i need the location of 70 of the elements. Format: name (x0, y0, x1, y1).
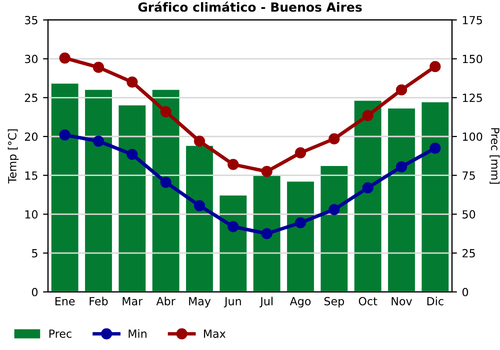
point (160, 106, 172, 118)
y2-tick-label: 175 (462, 16, 482, 24)
point (430, 61, 441, 72)
y2-tick-label: 125 (462, 94, 482, 102)
point (194, 136, 206, 147)
x-tick-label: Sep (324, 296, 344, 308)
bar (51, 84, 78, 292)
y-tick-label: 30 (24, 54, 38, 64)
point (430, 142, 441, 154)
bar (85, 90, 112, 292)
y-tick-label: 0 (32, 288, 38, 296)
bar (354, 100, 382, 292)
y-tick-label: 5 (32, 249, 38, 258)
legend-label: Prec (49, 330, 72, 338)
point (396, 84, 408, 96)
x-tick-label: Abr (156, 296, 176, 306)
bar (220, 196, 247, 292)
point (261, 228, 272, 240)
point (362, 110, 374, 122)
point (328, 204, 340, 216)
x-tick-label: Ago (290, 297, 311, 308)
point (92, 62, 104, 73)
point (160, 176, 172, 188)
x-tick-label: Dic (427, 296, 444, 306)
bar (320, 166, 348, 292)
y2-axis-title: Prec [mm] (490, 128, 500, 184)
y2-tick-label: 75 (462, 171, 475, 180)
y2-tick-label: 0 (462, 288, 468, 296)
legend-label: Max (204, 330, 226, 338)
y2-tick-label: 25 (462, 249, 475, 258)
bar (422, 102, 449, 292)
y2-tick-label: 100 (462, 132, 482, 141)
legend-label: Min (128, 329, 146, 338)
point (396, 161, 408, 172)
x-tick-label: Jul (260, 296, 272, 308)
point (126, 76, 138, 88)
y-tick-label: 20 (24, 132, 38, 141)
point (59, 129, 70, 140)
x-tick-label: Ene (55, 297, 75, 306)
bar (287, 182, 314, 292)
bar (186, 146, 213, 292)
bar (253, 175, 280, 292)
x-tick-label: Oct (358, 296, 378, 306)
x-tick-label: Nov (392, 297, 412, 306)
point (194, 200, 206, 212)
point (294, 147, 306, 158)
x-tick-label: Jun (224, 297, 241, 308)
point (92, 136, 104, 147)
point (362, 182, 374, 194)
y-tick-label: 25 (24, 94, 38, 102)
point (228, 158, 239, 170)
bar (152, 90, 180, 292)
bar (388, 108, 415, 292)
y-axis-title: Temp [°C] (8, 129, 19, 184)
y-tick-label: 15 (25, 171, 38, 180)
x-tick-label: Mar (122, 297, 143, 306)
y2-tick-label: 50 (462, 210, 476, 219)
bar (118, 105, 146, 292)
point (228, 221, 239, 232)
x-tick-label: Feb (90, 296, 108, 306)
y-tick-label: 10 (25, 210, 38, 219)
point (126, 148, 138, 160)
y2-tick-label: 150 (462, 54, 482, 64)
point (261, 166, 272, 178)
point (328, 133, 340, 144)
point (294, 217, 306, 228)
point (59, 52, 70, 64)
x-tick-label: May (189, 297, 211, 308)
y-tick-label: 35 (24, 16, 38, 24)
chart-title: Gráfico climático - Buenos Aires (138, 2, 362, 12)
